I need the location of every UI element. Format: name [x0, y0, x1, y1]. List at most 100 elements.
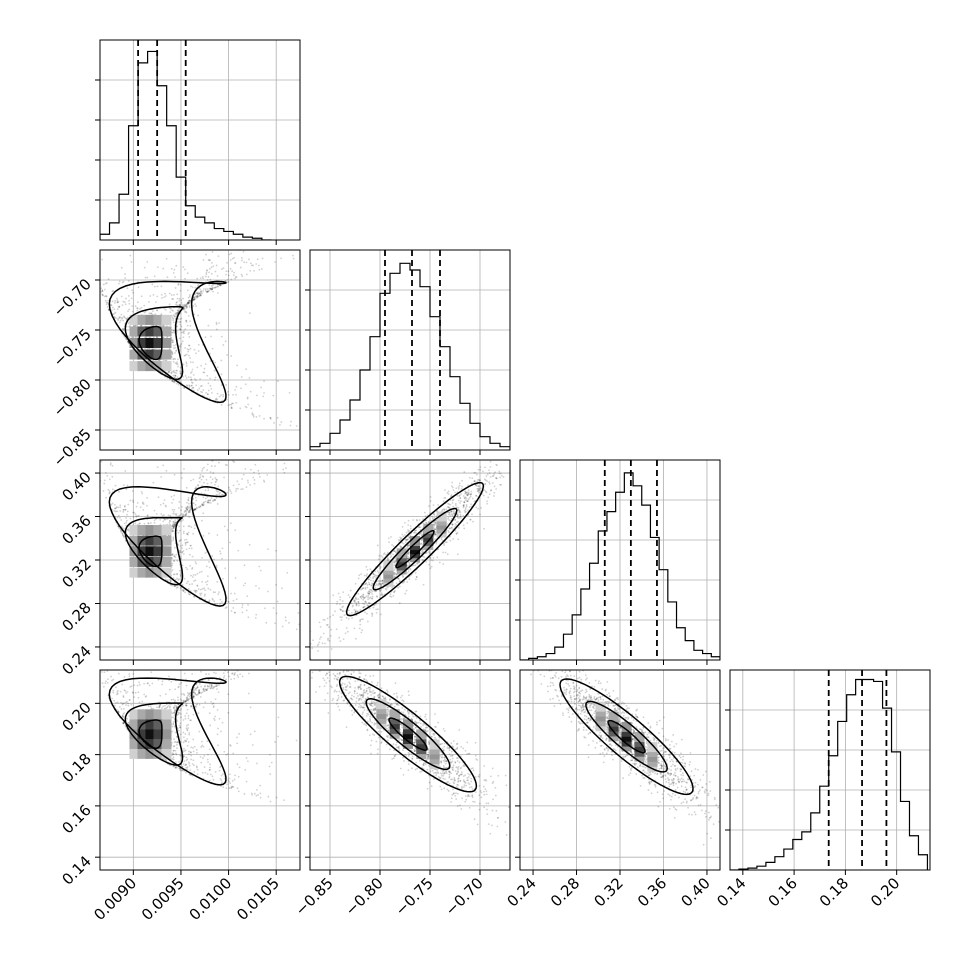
- scatter-point: [208, 271, 210, 274]
- scatter-point: [212, 499, 215, 502]
- scatter-point: [177, 365, 179, 368]
- scatter-point: [479, 487, 482, 490]
- scatter-point: [187, 717, 190, 720]
- scatter-point: [173, 585, 176, 588]
- scatter-point: [105, 303, 108, 306]
- scatter-point: [236, 787, 239, 790]
- scatter-point: [491, 482, 494, 484]
- scatter-point: [337, 592, 340, 595]
- scatter-point: [219, 284, 222, 287]
- scatter-point: [173, 294, 175, 296]
- scatter-point: [187, 533, 189, 536]
- scatter-point: [216, 688, 218, 690]
- scatter-point: [168, 218, 170, 220]
- scatter-point: [152, 481, 155, 484]
- scatter-point: [431, 559, 434, 562]
- scatter-point: [189, 347, 192, 350]
- scatter-point: [172, 360, 175, 363]
- scatter-point: [374, 574, 377, 577]
- scatter-point: [444, 541, 447, 544]
- scatter-point: [323, 618, 326, 621]
- scatter-point: [184, 514, 187, 517]
- scatter-point: [327, 637, 329, 640]
- scatter-point: [171, 524, 174, 526]
- scatter-point: [202, 503, 205, 506]
- scatter-point: [275, 796, 278, 799]
- scatter-point: [173, 494, 176, 497]
- scatter-point: [263, 706, 265, 708]
- scatter-point: [165, 703, 168, 706]
- scatter-point: [225, 678, 227, 681]
- scatter-point: [369, 729, 371, 731]
- scatter-point: [258, 264, 260, 267]
- scatter-point: [173, 508, 176, 511]
- scatter-point: [140, 451, 142, 453]
- scatter-point: [219, 602, 222, 605]
- scatter-point: [466, 522, 469, 524]
- scatter-point: [322, 632, 325, 635]
- scatter-point: [120, 266, 123, 269]
- scatter-point: [118, 490, 120, 493]
- scatter-point: [213, 498, 216, 501]
- scatter-point: [220, 394, 222, 397]
- scatter-point: [115, 317, 117, 320]
- scatter-point: [178, 507, 180, 509]
- scatter-point: [317, 435, 319, 437]
- contour-level-2: [108, 486, 227, 607]
- scatter-point: [475, 484, 477, 487]
- scatter-point: [271, 662, 273, 664]
- scatter-point: [274, 261, 276, 263]
- scatter-point: [446, 553, 449, 556]
- scatter-point: [250, 407, 253, 410]
- scatter-point: [184, 591, 186, 594]
- scatter-point: [245, 756, 248, 759]
- scatter-point: [238, 483, 240, 486]
- scatter-point: [269, 418, 272, 420]
- scatter-point: [179, 328, 181, 330]
- scatter-point: [173, 711, 176, 713]
- scatter-point: [173, 347, 175, 350]
- scatter-point: [118, 527, 121, 530]
- scatter-point: [186, 505, 189, 508]
- scatter-point: [434, 521, 437, 524]
- scatter-point: [488, 481, 490, 484]
- scatter-point: [399, 536, 401, 539]
- scatter-point: [159, 703, 162, 706]
- scatter-point: [185, 727, 188, 730]
- scatter-point: [187, 333, 190, 335]
- contour-level-0: [138, 325, 163, 361]
- scatter-point: [186, 728, 189, 731]
- scatter-point: [184, 354, 187, 357]
- scatter-point: [318, 250, 320, 252]
- scatter-point: [149, 312, 152, 315]
- scatter-point: [409, 525, 412, 527]
- scatter-point: [185, 724, 188, 727]
- scatter-point: [119, 516, 121, 519]
- scatter-point: [162, 359, 165, 362]
- scatter-point: [429, 557, 432, 559]
- scatter-point: [172, 525, 175, 528]
- scatter-point: [378, 589, 381, 592]
- scatter-point: [189, 504, 192, 507]
- scatter-point: [456, 513, 459, 515]
- scatter-point: [221, 557, 223, 560]
- scatter-point: [200, 670, 202, 673]
- scatter-point: [184, 715, 187, 717]
- scatter-point: [175, 752, 177, 755]
- scatter-point: [433, 528, 436, 530]
- scatter-point: [291, 254, 294, 257]
- scatter-point: [147, 522, 150, 525]
- scatter-point: [172, 380, 175, 383]
- scatter-point: [206, 290, 209, 293]
- scatter-point: [196, 296, 199, 299]
- scatter-point: [237, 487, 239, 490]
- scatter-point: [130, 685, 133, 688]
- scatter-point: [260, 386, 262, 389]
- scatter-point: [231, 257, 234, 260]
- scatter-point: [473, 480, 476, 483]
- scatter-point: [186, 541, 189, 544]
- y-tick-label: 0.40: [58, 468, 94, 504]
- scatter-point: [193, 297, 195, 300]
- scatter-point: [108, 491, 111, 494]
- scatter-point: [164, 295, 167, 297]
